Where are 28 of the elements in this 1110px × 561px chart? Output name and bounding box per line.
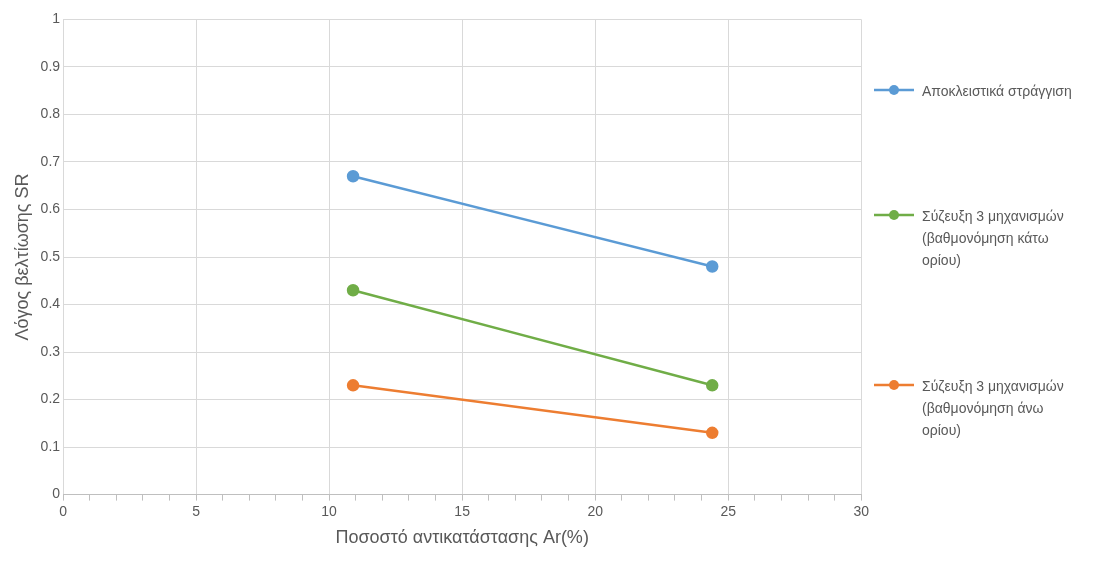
legend-label: Αποκλειστικά στράγγιση — [922, 81, 1072, 101]
y-tick-label: 0.5 — [40, 247, 61, 264]
legend-label: Σύζευξη 3 μηχανισμών (βαθμονόμηση άνω ορίου) — [922, 377, 1065, 441]
x-tick-label: 5 — [192, 502, 201, 519]
x-tick-label: 25 — [720, 502, 737, 519]
y-tick-label: 0.6 — [40, 200, 61, 217]
x-tick-label: 20 — [587, 502, 604, 519]
y-tick-label: 0.7 — [40, 152, 61, 169]
y-tick-label: 0.2 — [40, 390, 61, 407]
legend-label: Σύζευξη 3 μηχανισμών (βαθμονόμηση κάτω ορίου) — [922, 207, 1065, 271]
y-tick-label: 0.1 — [40, 437, 61, 454]
x-axis-title: Ποσοστό αντικατάστασης Ar(%) — [335, 527, 589, 548]
point — [705, 260, 719, 273]
x-tick-label: 10 — [321, 502, 338, 519]
y-axis-title: Λόγος βελτίωσης SR — [11, 173, 32, 341]
y-tick-label: 0 — [52, 485, 61, 502]
point — [346, 284, 360, 297]
point — [346, 379, 360, 392]
y-tick-label: 0.9 — [40, 57, 61, 74]
point — [705, 426, 719, 440]
point — [705, 379, 719, 392]
y-tick-label: 0.4 — [40, 295, 61, 312]
y-tick-label: 1 — [52, 10, 61, 27]
x-tick-label: 15 — [454, 502, 471, 519]
y-tick-label: 0.8 — [40, 105, 61, 122]
x-tick-label: 30 — [853, 502, 870, 519]
y-tick-label: 0.3 — [40, 342, 61, 359]
point — [346, 169, 360, 183]
